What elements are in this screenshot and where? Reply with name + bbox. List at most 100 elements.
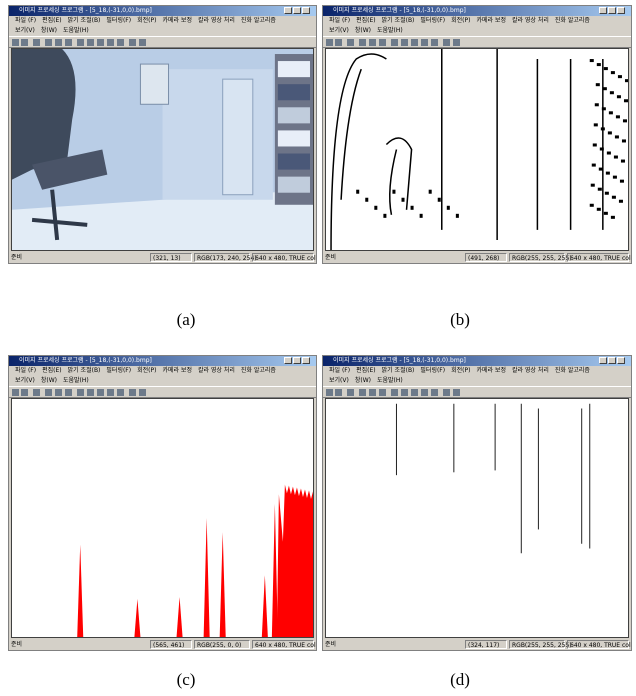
menu-item[interactable]: 진화 알고리즘	[241, 17, 276, 24]
tool-button[interactable]	[33, 39, 40, 46]
tool-button[interactable]	[45, 39, 52, 46]
tool-button[interactable]	[369, 389, 376, 396]
window-button[interactable]	[608, 7, 616, 14]
menu-item[interactable]: 카메라 보정	[162, 367, 192, 374]
tool-button[interactable]	[65, 39, 72, 46]
menu-item[interactable]: 칼라 영상 처리	[198, 367, 235, 374]
window-button[interactable]	[617, 7, 625, 14]
menu-item[interactable]: 칼라 영상 처리	[512, 17, 549, 24]
menu-item[interactable]: 필터링(F)	[420, 17, 445, 24]
menu-item[interactable]: 보기(V)	[329, 377, 349, 384]
tool-button[interactable]	[335, 389, 342, 396]
menu-item[interactable]: 편집(E)	[42, 17, 62, 24]
menu-item[interactable]: 편집(E)	[42, 367, 62, 374]
tool-button[interactable]	[411, 389, 418, 396]
tool-button[interactable]	[359, 389, 366, 396]
menu-item[interactable]: 회전(P)	[137, 367, 156, 374]
tool-button[interactable]	[87, 39, 94, 46]
tool-button[interactable]	[359, 39, 366, 46]
menu-item[interactable]: 보기(V)	[15, 27, 35, 34]
window-button[interactable]	[284, 357, 292, 364]
tool-button[interactable]	[347, 39, 354, 46]
menu-item[interactable]: 카메라 보정	[476, 367, 506, 374]
tool-button[interactable]	[97, 39, 104, 46]
window-button[interactable]	[293, 357, 301, 364]
menu-item[interactable]: 창(W)	[355, 377, 371, 384]
menu-item[interactable]: 칼라 영상 처리	[198, 17, 235, 24]
menu-item[interactable]: 도움말(H)	[377, 27, 403, 34]
tool-button[interactable]	[401, 39, 408, 46]
tool-button[interactable]	[369, 39, 376, 46]
tool-button[interactable]	[129, 389, 136, 396]
menu-item[interactable]: 회전(P)	[451, 17, 470, 24]
tool-button[interactable]	[443, 39, 450, 46]
tool-button[interactable]	[45, 389, 52, 396]
menu-item[interactable]: 카메라 보정	[162, 17, 192, 24]
tool-button[interactable]	[326, 389, 333, 396]
tool-button[interactable]	[117, 39, 124, 46]
tool-button[interactable]	[379, 39, 386, 46]
menu-item[interactable]: 진화 알고리즘	[555, 17, 590, 24]
tool-button[interactable]	[411, 39, 418, 46]
menu-item[interactable]: 창(W)	[355, 27, 371, 34]
tool-button[interactable]	[431, 39, 438, 46]
window-button[interactable]	[608, 357, 616, 364]
menu-item[interactable]: 진화 알고리즘	[241, 367, 276, 374]
menu-item[interactable]: 도움말(H)	[377, 377, 403, 384]
tool-button[interactable]	[97, 389, 104, 396]
menu-item[interactable]: 보기(V)	[329, 27, 349, 34]
tool-button[interactable]	[453, 389, 460, 396]
menu-item[interactable]: 밝기 조절(B)	[382, 367, 415, 374]
tool-button[interactable]	[65, 389, 72, 396]
menu-item[interactable]: 회전(P)	[137, 17, 156, 24]
menu-item[interactable]: 필터링(F)	[106, 367, 131, 374]
menu-item[interactable]: 밝기 조절(B)	[68, 367, 101, 374]
window-button[interactable]	[293, 7, 301, 14]
menu-item[interactable]: 카메라 보정	[476, 17, 506, 24]
tool-button[interactable]	[55, 39, 62, 46]
tool-button[interactable]	[117, 389, 124, 396]
menu-item[interactable]: 파일 (F)	[329, 367, 350, 374]
menu-item[interactable]: 칼라 영상 처리	[512, 367, 549, 374]
window-button[interactable]	[599, 7, 607, 14]
tool-button[interactable]	[421, 389, 428, 396]
tool-button[interactable]	[107, 389, 114, 396]
menu-item[interactable]: 파일 (F)	[15, 17, 36, 24]
tool-button[interactable]	[12, 39, 19, 46]
tool-button[interactable]	[401, 389, 408, 396]
tool-button[interactable]	[77, 39, 84, 46]
menu-item[interactable]: 도움말(H)	[63, 377, 89, 384]
tool-button[interactable]	[129, 39, 136, 46]
window-button[interactable]	[599, 357, 607, 364]
window-button[interactable]	[284, 7, 292, 14]
tool-button[interactable]	[33, 389, 40, 396]
menu-item[interactable]: 필터링(F)	[106, 17, 131, 24]
window-button[interactable]	[302, 7, 310, 14]
menu-item[interactable]: 편집(E)	[356, 367, 376, 374]
tool-button[interactable]	[326, 39, 333, 46]
window-button[interactable]	[617, 357, 625, 364]
menu-item[interactable]: 보기(V)	[15, 377, 35, 384]
menu-item[interactable]: 도움말(H)	[63, 27, 89, 34]
tool-button[interactable]	[391, 389, 398, 396]
window-button[interactable]	[302, 357, 310, 364]
menu-item[interactable]: 진화 알고리즘	[555, 367, 590, 374]
tool-button[interactable]	[335, 39, 342, 46]
tool-button[interactable]	[107, 39, 114, 46]
menu-item[interactable]: 파일 (F)	[15, 367, 36, 374]
menu-item[interactable]: 파일 (F)	[329, 17, 350, 24]
tool-button[interactable]	[453, 39, 460, 46]
tool-button[interactable]	[443, 389, 450, 396]
tool-button[interactable]	[55, 389, 62, 396]
menu-item[interactable]: 밝기 조절(B)	[68, 17, 101, 24]
tool-button[interactable]	[421, 39, 428, 46]
menu-item[interactable]: 편집(E)	[356, 17, 376, 24]
tool-button[interactable]	[139, 39, 146, 46]
tool-button[interactable]	[87, 389, 94, 396]
tool-button[interactable]	[379, 389, 386, 396]
menu-item[interactable]: 밝기 조절(B)	[382, 17, 415, 24]
tool-button[interactable]	[21, 389, 28, 396]
tool-button[interactable]	[431, 389, 438, 396]
menu-item[interactable]: 필터링(F)	[420, 367, 445, 374]
menu-item[interactable]: 창(W)	[41, 377, 57, 384]
